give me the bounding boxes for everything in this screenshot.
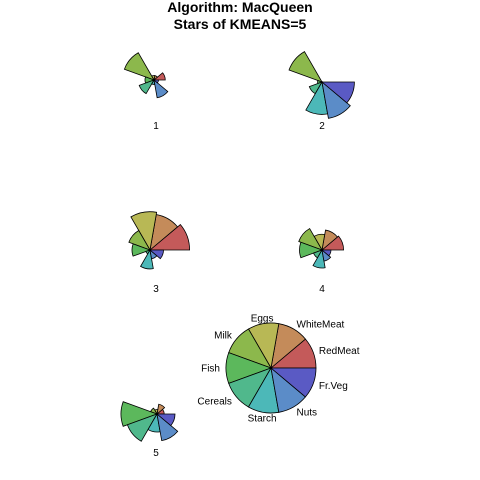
star-label-2: 2 [319,121,325,132]
star-label-3: 3 [153,284,159,295]
star-1-segment-milk [124,53,154,80]
star-label-5: 5 [153,448,159,459]
star-3: 3 [129,212,190,295]
key-label-starch: Starch [248,414,277,425]
star-2-segment-milk [289,52,322,82]
key-label-redmeat: RedMeat [319,346,360,357]
star-1: 1 [124,53,167,132]
star-2: 2 [289,52,354,132]
key-star: RedMeat WhiteMeat Eggs Milk Fish Cereals Starc… [197,313,359,424]
key-label-nuts: Nuts [297,408,318,419]
star-label-4: 4 [319,284,325,295]
key-label-cereals: Cereals [197,396,231,407]
key-label-eggs: Eggs [251,313,274,324]
key-label-whitemeat: WhiteMeat [297,319,345,330]
star-label-1: 1 [153,121,159,132]
chart-subtitle: Stars of KMEANS=5 [174,16,307,32]
key-label-fish: Fish [201,364,220,375]
star-4: 4 [299,229,344,295]
key-label-fr-veg: Fr.Veg [319,381,348,392]
star-5: 5 [121,402,178,459]
star-1-segment-nuts [154,80,168,98]
key-label-milk: Milk [214,331,233,342]
chart-title: Algorithm: MacQueen [167,0,312,15]
